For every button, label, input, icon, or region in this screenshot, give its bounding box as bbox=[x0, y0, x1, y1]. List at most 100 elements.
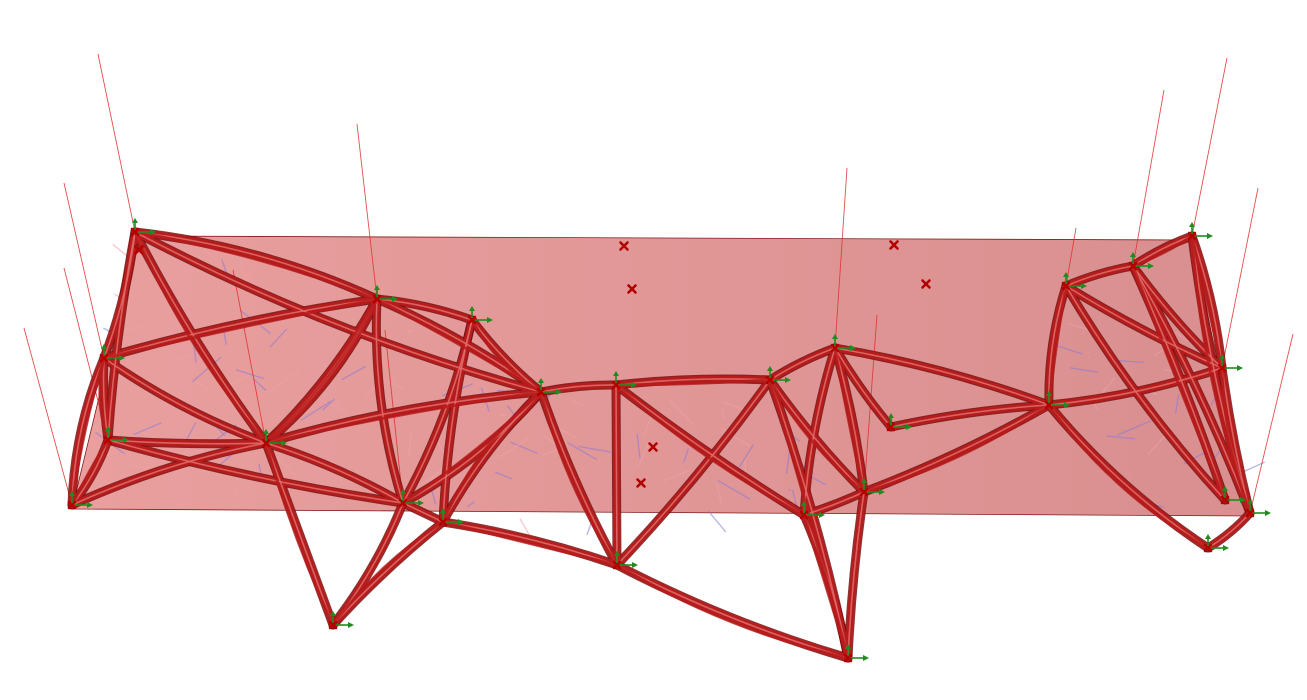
force-arrow-head-icon bbox=[819, 512, 825, 518]
force-arrow-head-icon bbox=[132, 218, 138, 223]
structural-member bbox=[442, 521, 618, 566]
structural-member bbox=[1204, 509, 1254, 552]
force-arrow-head-icon bbox=[1237, 365, 1243, 371]
guide-line bbox=[133, 422, 162, 436]
target-cross-icon bbox=[627, 284, 637, 294]
force-arrow-head-icon bbox=[487, 317, 493, 323]
guide-line bbox=[669, 399, 695, 426]
guide-line bbox=[300, 400, 332, 421]
guide-line bbox=[192, 356, 222, 383]
node-cross-icon bbox=[1217, 363, 1227, 373]
node-cross-icon bbox=[372, 294, 382, 304]
structural-member bbox=[834, 347, 865, 493]
structural-member bbox=[540, 384, 617, 393]
force-arrow-head-icon bbox=[785, 377, 791, 383]
node-cross-icon bbox=[467, 315, 477, 325]
structural-member bbox=[1065, 265, 1134, 287]
node-cross-icon bbox=[886, 422, 896, 432]
guide-line bbox=[707, 510, 727, 533]
structural-member bbox=[769, 379, 865, 493]
guide-line bbox=[1106, 435, 1136, 440]
force-arrow-head-icon bbox=[1130, 252, 1136, 257]
structural-member-strand bbox=[1047, 285, 1068, 406]
structural-member bbox=[107, 231, 136, 441]
node-cross-icon bbox=[612, 560, 622, 570]
load-line bbox=[97, 53, 136, 233]
structural-member bbox=[1048, 404, 1209, 549]
guide-line bbox=[519, 518, 530, 536]
force-arrow-head-icon bbox=[1046, 391, 1052, 396]
guide-line bbox=[408, 330, 413, 333]
structural-member-strand bbox=[616, 563, 849, 660]
structural-member bbox=[134, 231, 542, 393]
force-arrow-head-icon bbox=[1207, 233, 1213, 239]
structural-member-strand bbox=[470, 319, 542, 394]
structural-member-strand bbox=[1047, 404, 1209, 550]
guide-line bbox=[269, 369, 300, 392]
guide-line bbox=[717, 479, 751, 500]
node-cross-icon bbox=[536, 387, 546, 397]
structural-member bbox=[107, 439, 404, 504]
structural-member bbox=[71, 357, 105, 506]
node-cross-icon bbox=[103, 435, 113, 445]
force-arrow-head-icon bbox=[538, 378, 544, 383]
load-line bbox=[834, 167, 848, 349]
force-arrow-head-icon bbox=[1219, 354, 1225, 359]
node-cross-icon bbox=[1061, 281, 1071, 291]
structural-member-strand bbox=[1190, 235, 1252, 514]
structural-member-strand bbox=[441, 390, 542, 523]
force-arrow-head-icon bbox=[1081, 283, 1087, 289]
node-cross-icon bbox=[130, 227, 140, 237]
node-cross-icon bbox=[1187, 231, 1197, 241]
guide-line bbox=[1126, 479, 1131, 482]
guide-line bbox=[642, 415, 653, 438]
guide-line bbox=[1116, 420, 1152, 436]
guide-line bbox=[567, 442, 598, 461]
node-cross-icon bbox=[1245, 508, 1255, 518]
force-arrow-head-icon bbox=[281, 440, 287, 446]
node-markers bbox=[67, 218, 1271, 663]
node-cross-icon bbox=[830, 343, 840, 353]
force-arrow-head-icon bbox=[613, 371, 619, 376]
node-cross-icon bbox=[611, 380, 621, 390]
node-cross-icon bbox=[765, 375, 775, 385]
guide-line bbox=[188, 270, 204, 273]
force-arrow-head-icon bbox=[906, 424, 912, 430]
node-cross-icon bbox=[99, 353, 109, 363]
force-arrow-head-icon bbox=[632, 562, 638, 568]
target-cross-icon bbox=[889, 240, 899, 250]
force-arrow-head-icon bbox=[614, 551, 620, 556]
guide-line bbox=[494, 471, 513, 480]
force-arrow-head-icon bbox=[87, 502, 93, 508]
guide-line bbox=[788, 488, 792, 492]
guide-line bbox=[271, 452, 298, 478]
structural-member-strand bbox=[133, 231, 268, 444]
structural-member-strand bbox=[802, 514, 850, 659]
guide-line bbox=[636, 433, 641, 459]
force-arrow-head-icon bbox=[1064, 402, 1070, 408]
force-arrow-head-icon bbox=[150, 229, 156, 235]
guide-line bbox=[235, 369, 265, 380]
node-cross-icon bbox=[799, 510, 809, 520]
guide-line bbox=[738, 444, 755, 468]
force-arrow-head-icon bbox=[1265, 510, 1271, 516]
structural-member-strand bbox=[103, 297, 378, 360]
structural-member bbox=[1065, 285, 1226, 501]
force-arrow-head-icon bbox=[458, 519, 464, 525]
structural-member-strand bbox=[265, 390, 542, 445]
structural-member bbox=[616, 564, 849, 659]
guide-line bbox=[663, 469, 691, 482]
structural-member bbox=[134, 231, 267, 444]
force-arrow-head-icon bbox=[556, 389, 562, 395]
force-arrow-head-icon bbox=[879, 489, 885, 495]
force-arrow-head-icon bbox=[330, 611, 336, 616]
guide-line bbox=[716, 482, 722, 504]
force-arrow-head-icon bbox=[1148, 263, 1154, 269]
node-cross-icon bbox=[261, 438, 271, 448]
guide-line bbox=[195, 381, 210, 391]
force-arrow-head-icon bbox=[845, 644, 851, 649]
force-arrow-head-icon bbox=[1222, 486, 1228, 491]
guide-line bbox=[384, 379, 404, 389]
force-arrow-head-icon bbox=[392, 296, 398, 302]
